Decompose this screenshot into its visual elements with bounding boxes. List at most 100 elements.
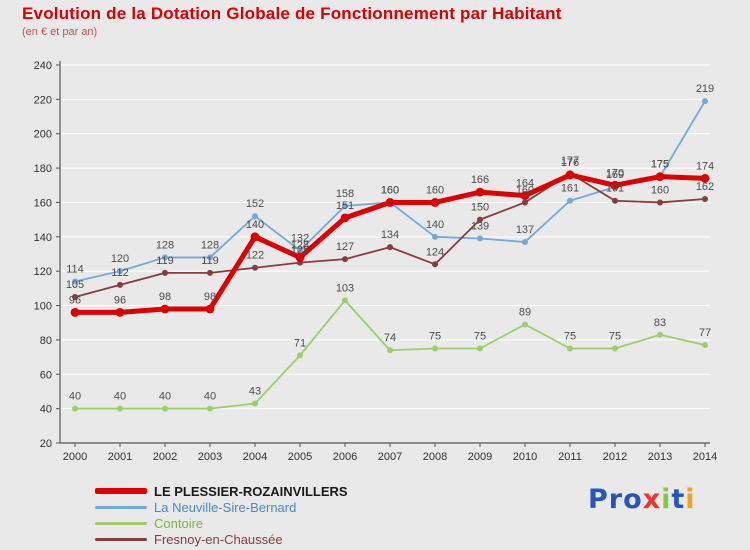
value-label: 40 — [159, 391, 171, 403]
data-point — [612, 345, 618, 352]
data-point — [162, 405, 168, 412]
data-point — [252, 400, 258, 407]
value-label: 103 — [336, 282, 354, 294]
y-tick-label: 100 — [34, 301, 52, 313]
data-point — [297, 247, 303, 254]
data-point — [567, 197, 573, 204]
logo-letter: i — [661, 484, 672, 515]
x-tick-label: 2007 — [378, 451, 402, 463]
data-point — [432, 345, 438, 352]
x-tick-label: 2003 — [198, 451, 222, 463]
value-label: 89 — [519, 306, 531, 318]
data-point — [432, 233, 438, 240]
logo-letter: P — [588, 484, 609, 515]
value-label: 40 — [204, 391, 216, 403]
legend-label: Contoire — [154, 515, 204, 531]
chart-header: Evolution de la Dotation Globale de Fonc… — [22, 4, 562, 38]
axes — [59, 61, 710, 444]
value-label: 175 — [651, 159, 669, 171]
value-label: 128 — [291, 239, 309, 251]
x-tick-label: 2002 — [153, 451, 177, 463]
data-point — [522, 321, 528, 328]
data-point — [477, 216, 483, 223]
data-point — [342, 256, 348, 263]
data-point — [702, 342, 708, 349]
data-point — [655, 172, 665, 182]
y-tick-label: 120 — [34, 266, 52, 278]
data-point — [567, 345, 573, 352]
value-label: 219 — [696, 83, 714, 95]
data-point — [342, 297, 348, 304]
data-point — [117, 405, 123, 412]
logo-letter: t — [671, 484, 686, 515]
value-label: 151 — [336, 200, 354, 212]
data-point — [702, 196, 708, 203]
value-label: 75 — [564, 331, 576, 343]
legend: LE PLESSIER-ROZAINVILLERS La Neuville-Si… — [95, 483, 348, 547]
value-label: 150 — [471, 202, 489, 214]
value-label: 160 — [426, 184, 444, 196]
data-point — [252, 264, 258, 271]
data-point — [432, 261, 438, 268]
data-point — [522, 199, 528, 206]
data-point — [702, 98, 708, 105]
value-labels-0: 96 96 98 98 140 128 151 160 160 166 164 176 170 175 17… — [69, 157, 714, 306]
value-label: 74 — [384, 332, 396, 344]
data-point — [520, 191, 530, 200]
data-point — [72, 405, 78, 412]
x-tick-label: 2001 — [108, 451, 132, 463]
value-label: 164 — [516, 178, 534, 190]
logo-letter: o — [623, 484, 643, 515]
proxiti-logo: Proxiti — [588, 484, 696, 515]
data-point — [252, 213, 258, 220]
value-label: 122 — [246, 250, 264, 262]
value-label: 75 — [609, 331, 621, 343]
chart-subtitle: (en € et par an) — [22, 26, 98, 38]
y-tick-label: 60 — [40, 369, 52, 381]
value-label: 96 — [114, 294, 126, 306]
value-label: 128 — [156, 239, 174, 251]
data-point — [72, 278, 78, 285]
x-tick-label: 2013 — [648, 451, 672, 463]
value-label: 140 — [246, 219, 264, 231]
x-tick-label: 2008 — [423, 451, 447, 463]
x-tick-label: 2011 — [558, 451, 582, 463]
legend-swatch-red-line — [95, 488, 147, 494]
value-label: 158 — [336, 188, 354, 200]
legend-swatch-blue-line — [95, 505, 147, 509]
chart-title: Evolution de la Dotation Globale de Fonc… — [22, 4, 562, 23]
data-point — [70, 308, 80, 317]
legend-item-contoire: Contoire — [95, 515, 348, 531]
value-label: 139 — [471, 221, 489, 233]
y-tick-label: 180 — [34, 163, 52, 175]
value-label: 174 — [696, 160, 714, 172]
legend-label: Fresnoy-en-Chaussée — [154, 531, 283, 547]
value-label: 98 — [159, 291, 171, 303]
data-point — [207, 254, 213, 261]
value-label: 43 — [249, 385, 261, 397]
data-point — [610, 180, 620, 190]
logo-letter: x — [642, 484, 662, 515]
x-axis-labels: 2000 2001 2002 2003 2004 2005 2006 2007 2008 2009… — [63, 443, 717, 463]
data-point — [207, 405, 213, 412]
x-tick-label: 2014 — [693, 451, 717, 463]
value-label: 71 — [294, 337, 306, 349]
value-label: 96 — [69, 294, 81, 306]
value-label: 161 — [561, 183, 579, 195]
data-point — [160, 304, 170, 314]
y-tick-label: 200 — [34, 129, 52, 141]
data-point — [207, 269, 213, 276]
y-axis-labels: 20 40 60 80 100 120 140 160 180 200 220 240 — [34, 60, 60, 450]
value-label: 140 — [426, 219, 444, 231]
value-labels-3: 105 112 119 119 122 125 127 134 124 150 160 177 161 1… — [66, 155, 714, 291]
series-le-plessier-rozainvillers — [70, 170, 710, 317]
legend-item-la-neuville-sire-bernard: La Neuville-Sire-Bernard — [95, 499, 348, 515]
data-point — [430, 198, 440, 207]
y-tick-label: 80 — [40, 335, 52, 347]
data-point — [477, 345, 483, 352]
value-label: 119 — [201, 255, 219, 267]
value-label: 170 — [606, 167, 624, 179]
data-point — [250, 232, 260, 242]
